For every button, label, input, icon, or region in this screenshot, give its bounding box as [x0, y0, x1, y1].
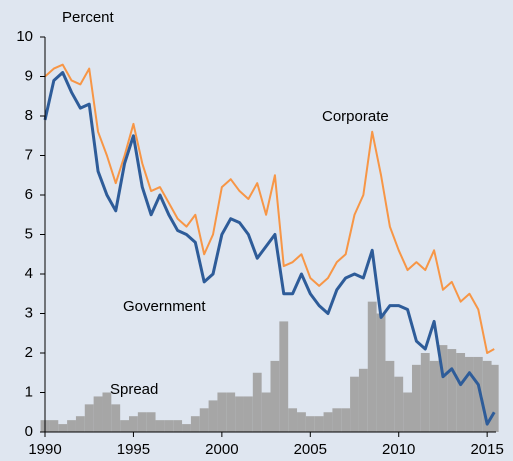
- spread-bar: [58, 424, 68, 432]
- spread-bar: [350, 376, 359, 432]
- spread-bar: [341, 408, 351, 432]
- spread-bar: [208, 400, 218, 432]
- spread-bar: [394, 376, 404, 432]
- spread-bar: [270, 360, 280, 432]
- x-tick-label: 2015: [470, 441, 503, 458]
- spread-bar: [84, 404, 94, 432]
- spread-bar: [447, 349, 457, 432]
- spread-bar: [297, 412, 306, 432]
- y-tick-label: 3: [25, 304, 33, 321]
- spread-bar: [473, 356, 483, 432]
- spread-bar: [456, 353, 466, 432]
- spread-bar: [252, 372, 262, 432]
- spread-bar: [429, 360, 439, 432]
- y-tick-label: 2: [25, 344, 33, 361]
- spread-bar: [411, 364, 421, 432]
- spread-bar: [332, 408, 342, 432]
- x-tick-label: 2010: [382, 441, 415, 458]
- spread-bar: [67, 420, 76, 432]
- spread-bar: [93, 396, 103, 432]
- y-tick-label: 10: [16, 28, 33, 45]
- spread-bar: [305, 416, 315, 432]
- spread-bar: [49, 420, 59, 432]
- spread-bar: [376, 313, 386, 432]
- spread-bar: [489, 364, 499, 432]
- y-tick-label: 1: [25, 383, 33, 400]
- spread-bar: [199, 408, 209, 432]
- spread-bar: [102, 392, 112, 432]
- series-line: [43, 71, 496, 426]
- y-tick-label: 7: [25, 146, 33, 163]
- spread-bar: [190, 416, 200, 432]
- spread-bar: [261, 392, 271, 432]
- y-tick-label: 5: [25, 225, 33, 242]
- x-tick-label: 2000: [205, 441, 238, 458]
- spread-bar: [217, 392, 227, 432]
- spread-bar: [129, 416, 138, 432]
- spread-bar: [120, 420, 130, 432]
- y-tick-label: 0: [25, 423, 33, 440]
- spread-bar: [164, 420, 174, 432]
- y-tick-label: 4: [25, 265, 33, 282]
- spread-bar: [235, 396, 244, 432]
- spread-bar: [482, 360, 492, 432]
- spread-bar: [438, 345, 448, 432]
- x-tick-label: 1995: [117, 441, 150, 458]
- spread-bar: [111, 404, 121, 432]
- spread-bar: [288, 408, 298, 432]
- y-axis-label: Percent: [62, 9, 115, 26]
- spread-bar: [420, 353, 430, 432]
- spread-bar: [314, 416, 324, 432]
- series-label: Corporate: [322, 108, 389, 125]
- y-tick-label: 9: [25, 67, 33, 84]
- series-label: Government: [123, 298, 206, 315]
- spread-bar: [358, 368, 368, 432]
- y-tick-label: 8: [25, 107, 33, 124]
- x-tick-label: 1990: [28, 441, 61, 458]
- spread-bar: [75, 416, 85, 432]
- spread-bar: [155, 420, 165, 432]
- spread-bar: [226, 392, 236, 432]
- spread-bar: [137, 412, 147, 432]
- x-tick-label: 2005: [294, 441, 327, 458]
- spread-bar: [403, 392, 412, 432]
- series-label: Spread: [110, 381, 158, 398]
- spread-bar: [367, 301, 377, 432]
- spread-bar: [465, 356, 474, 432]
- spread-bar: [146, 412, 156, 432]
- y-tick-label: 6: [25, 186, 33, 203]
- series-line: [44, 63, 495, 354]
- spread-bar: [243, 396, 253, 432]
- spread-bar: [173, 420, 183, 432]
- spread-bar: [182, 424, 191, 432]
- spread-bar: [323, 412, 333, 432]
- spread-bar: [385, 360, 395, 432]
- spread-bar: [279, 321, 289, 432]
